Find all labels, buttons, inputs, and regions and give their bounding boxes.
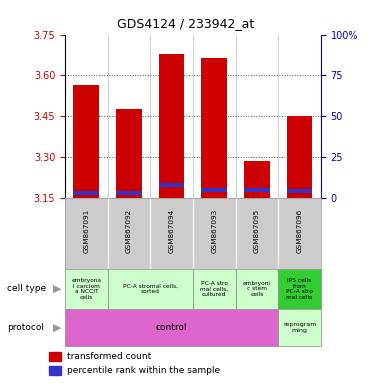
Bar [201, 187, 227, 192]
Bar [49, 366, 62, 375]
Text: transformed count: transformed count [67, 352, 151, 361]
Text: ▶: ▶ [53, 322, 62, 333]
Text: GSM867092: GSM867092 [126, 209, 132, 253]
Text: GSM867091: GSM867091 [83, 209, 89, 253]
Bar [116, 109, 142, 198]
Bar [159, 183, 184, 187]
Text: cell type: cell type [7, 285, 46, 293]
Text: GSM867094: GSM867094 [168, 209, 175, 253]
Text: PC-A stromal cells,
sorted: PC-A stromal cells, sorted [123, 283, 178, 295]
Bar [193, 269, 236, 309]
Bar [73, 85, 99, 198]
Bar [65, 269, 108, 309]
Text: iPS cells
from
PC-A stro
mal cells: iPS cells from PC-A stro mal cells [286, 278, 313, 300]
Text: GDS4124 / 233942_at: GDS4124 / 233942_at [117, 17, 254, 30]
Text: percentile rank within the sample: percentile rank within the sample [67, 366, 220, 375]
Bar [108, 269, 193, 309]
Text: GSM867096: GSM867096 [296, 209, 303, 253]
Text: embryona
l carciom
a NCCIT
cells: embryona l carciom a NCCIT cells [71, 278, 101, 300]
Bar [278, 309, 321, 346]
Bar [116, 191, 142, 195]
Bar [159, 54, 184, 198]
Text: control: control [156, 323, 187, 332]
Text: GSM867093: GSM867093 [211, 209, 217, 253]
Text: ▶: ▶ [53, 284, 62, 294]
Bar [236, 269, 278, 309]
Text: reprogram
ming: reprogram ming [283, 322, 316, 333]
Text: GSM867095: GSM867095 [254, 209, 260, 253]
Bar [244, 161, 270, 198]
Bar [287, 189, 312, 193]
Text: PC-A stro
mal cells,
cultured: PC-A stro mal cells, cultured [200, 281, 228, 297]
Bar [49, 352, 62, 361]
Bar [244, 187, 270, 192]
Bar [65, 309, 278, 346]
Bar [278, 269, 321, 309]
Bar [201, 58, 227, 198]
Bar [73, 191, 99, 195]
Bar [287, 116, 312, 198]
Text: protocol: protocol [7, 323, 45, 332]
Text: embryoni
c stem
cells: embryoni c stem cells [243, 281, 271, 297]
